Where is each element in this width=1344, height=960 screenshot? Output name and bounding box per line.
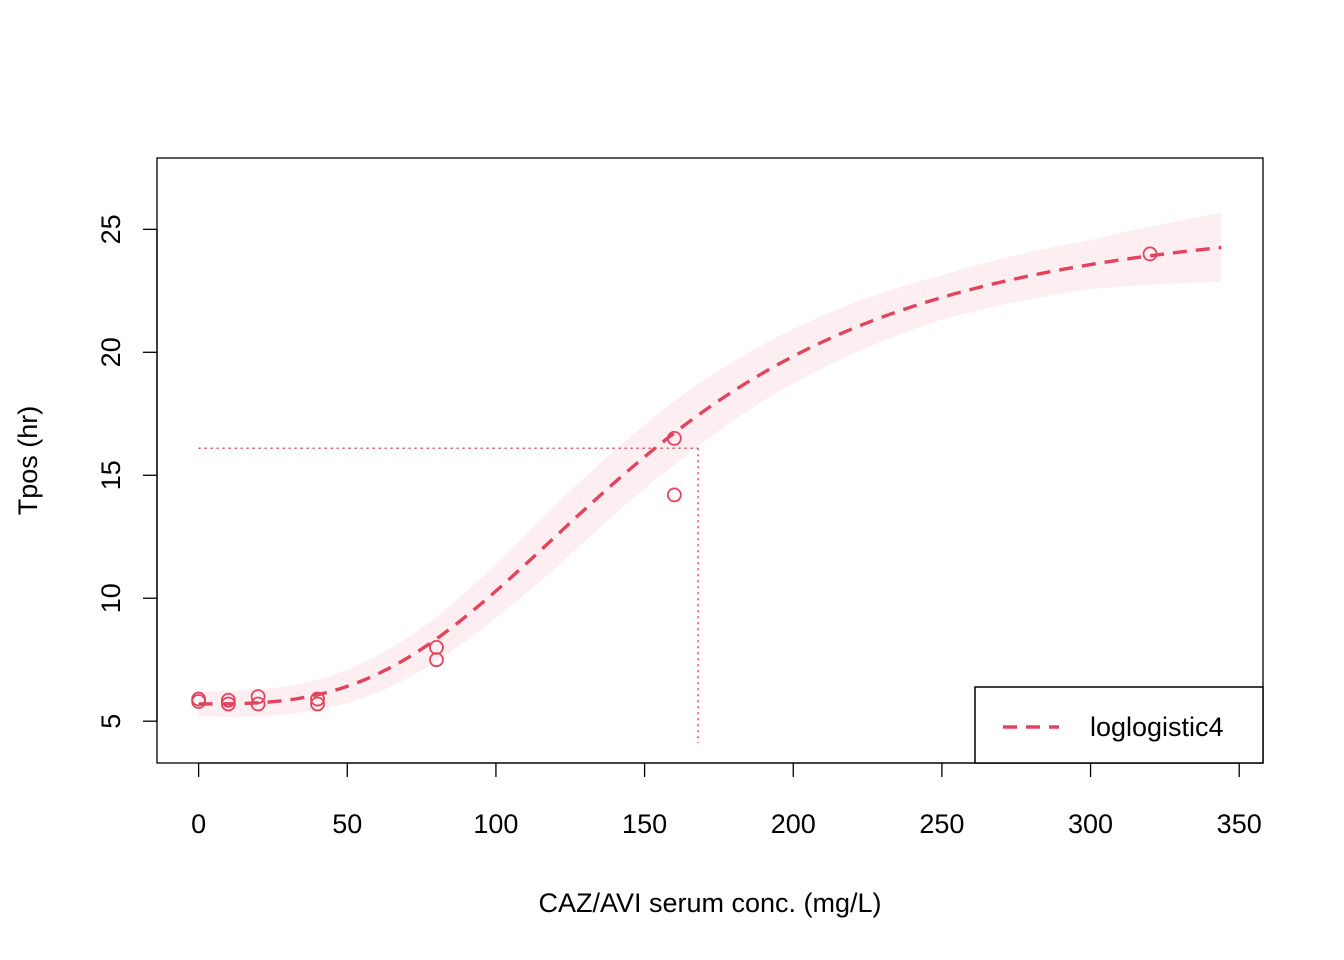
data-point: [429, 652, 444, 668]
data-point: [220, 696, 236, 712]
y-tick-label: 5: [96, 714, 126, 729]
y-tick-label: 25: [96, 214, 126, 244]
x-tick-label: 350: [1217, 809, 1262, 839]
data-point: [666, 487, 682, 503]
y-tick-label: 10: [96, 583, 126, 613]
data-point: [1142, 246, 1158, 262]
legend-label: loglogistic4: [1090, 712, 1224, 742]
data-point: [250, 696, 266, 712]
x-axis-title: CAZ/AVI serum conc. (mg/L): [538, 888, 881, 918]
x-tick-label: 150: [622, 809, 667, 839]
x-tick-label: 250: [919, 809, 964, 839]
x-tick-label: 300: [1068, 809, 1113, 839]
y-axis-title: Tpos (hr): [13, 406, 43, 516]
fit-curve: [198, 245, 1222, 706]
x-tick-label: 0: [191, 809, 206, 839]
x-tick-label: 50: [332, 809, 362, 839]
data-point: [310, 696, 325, 712]
y-tick-label: 15: [96, 460, 126, 490]
y-tick-label: 20: [96, 337, 126, 367]
data-point: [220, 692, 236, 708]
data-point: [250, 689, 266, 704]
x-tick-label: 100: [473, 809, 518, 839]
confidence-band: [198, 213, 1222, 717]
x-tick-label: 200: [771, 809, 816, 839]
data-point: [191, 694, 207, 709]
legend-box: [974, 686, 1264, 764]
data-point: [666, 430, 682, 446]
data-point: [310, 691, 325, 707]
